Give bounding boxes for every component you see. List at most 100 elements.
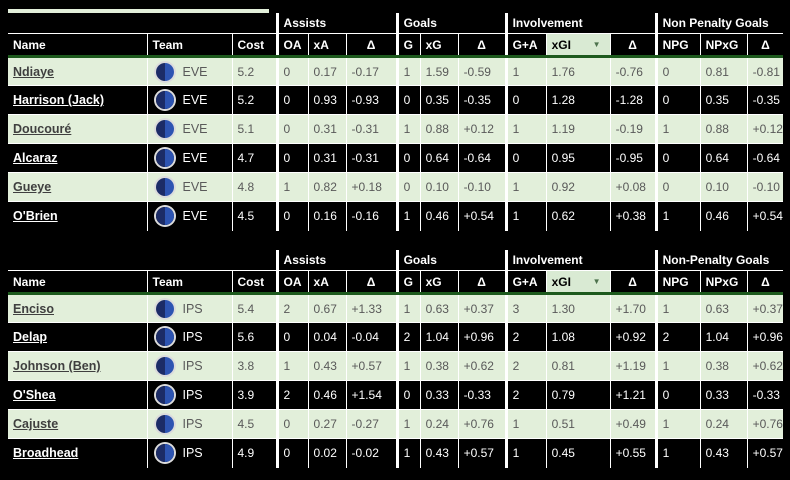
team-cell: EVE	[146, 201, 232, 231]
player-name-link[interactable]: Ndiaye	[13, 64, 54, 79]
column-header-label: xGI	[551, 274, 571, 289]
club-badge-icon	[155, 386, 174, 404]
stat-cell: +0.49	[609, 409, 657, 439]
team-abbreviation: EVE	[182, 151, 208, 165]
column-header: Δ	[609, 33, 657, 58]
column-header: xG	[419, 270, 459, 295]
stat-cell: 0.33	[699, 380, 748, 410]
stat-cell: +0.76	[457, 409, 507, 439]
sorted-column-header: xGI ▼	[547, 34, 610, 54]
name-cell: Enciso	[8, 293, 147, 323]
stat-cell: 0	[275, 143, 309, 173]
column-header: Δ	[457, 270, 507, 295]
team-abbreviation: IPS	[182, 359, 203, 373]
player-name-link[interactable]: Gueye	[13, 180, 52, 194]
table-row: Johnson (Ben) IPS 3.8 1 0.43 +0.57 1 0.38 +0.62 2…	[8, 351, 784, 381]
stat-cell: -0.33	[457, 380, 507, 410]
stat-cell: -0.16	[345, 201, 398, 231]
column-group-header: Non Penalty Goals	[654, 13, 784, 34]
stat-cell: 0.27	[307, 409, 347, 439]
stat-cell: -0.64	[746, 143, 784, 173]
sort-dropdown-icon[interactable]: ▼	[592, 39, 601, 49]
cost-cell: 5.6	[231, 322, 278, 352]
table-row: Alcaraz EVE 4.7 0 0.31 -0.31 0 0.64 -0.64 0 0.95 -0…	[8, 143, 784, 173]
column-header: G+A	[504, 270, 547, 295]
stat-cell: 3	[504, 293, 547, 323]
table-row: Gueye EVE 4.8 1 0.82 +0.18 0 0.10 -0.10 1 0.92 +0.0…	[8, 172, 784, 202]
player-name-link[interactable]: Cajuste	[13, 417, 59, 431]
team-cell: EVE	[146, 143, 232, 173]
stat-cell: -0.17	[345, 56, 398, 86]
sheet-row-sliver	[8, 9, 269, 13]
club-badge-icon	[155, 444, 174, 463]
stat-cell: 0.64	[419, 143, 459, 173]
player-name-link[interactable]: Alcaraz	[13, 151, 58, 165]
stat-cell: 1.19	[545, 114, 611, 144]
team-abbreviation: IPS	[182, 388, 203, 402]
team-abbreviation: EVE	[182, 122, 208, 136]
stat-cell: 1	[275, 172, 309, 202]
player-name-link[interactable]: O'Brien	[13, 209, 58, 224]
sort-dropdown-icon[interactable]: ▼	[592, 276, 601, 286]
player-name-link[interactable]: Enciso	[13, 301, 54, 316]
stat-cell: 0.63	[699, 293, 748, 323]
stat-cell: 1.76	[545, 56, 611, 86]
player-name-link[interactable]: Delap	[13, 330, 48, 344]
name-cell: O'Brien	[8, 202, 147, 231]
stat-cell: 1	[395, 114, 421, 144]
stat-cell: +0.12	[457, 114, 507, 144]
stat-cell: -0.95	[609, 143, 657, 173]
stat-cell: 0.62	[545, 201, 611, 231]
column-header: OA	[275, 33, 309, 58]
column-group-header: Assists	[275, 250, 398, 271]
stat-cell: 1	[395, 438, 421, 468]
stat-cell: 0.46	[419, 201, 459, 231]
stat-cell: +0.96	[457, 322, 507, 352]
team-cell: IPS	[146, 351, 232, 381]
player-name-link[interactable]: O'Shea	[13, 388, 56, 402]
stat-cell: 0.88	[699, 114, 748, 144]
column-group-header: Assists	[275, 13, 398, 34]
stat-cell: 2	[275, 293, 309, 323]
table-row: Broadhead IPS 4.9 0 0.02 -0.02 1 0.43 +0.57 1 0.45…	[8, 438, 784, 468]
team-cell: IPS	[146, 293, 232, 323]
column-group-header: Involvement	[504, 250, 657, 271]
name-cell: O'Shea	[8, 380, 147, 410]
stat-cell: +0.38	[609, 201, 657, 231]
column-header: Δ	[609, 270, 657, 295]
team-wrap: EVE	[153, 91, 232, 109]
player-name-link[interactable]: Broadhead	[13, 446, 79, 461]
name-cell: Cajuste	[8, 409, 147, 439]
stat-cell: +0.37	[746, 293, 784, 323]
stat-cell: -0.93	[345, 85, 398, 115]
stat-cell: 1	[275, 351, 309, 381]
team-cell: IPS	[146, 380, 232, 410]
stat-cell: 1.59	[419, 56, 459, 86]
stat-cell: -0.59	[457, 56, 507, 86]
stat-cell: -0.10	[457, 172, 507, 202]
team-wrap: IPS	[153, 386, 232, 404]
cost-cell: 4.9	[231, 438, 278, 468]
stat-cell: +0.08	[609, 172, 657, 202]
player-name-link[interactable]: Harrison (Jack)	[13, 93, 105, 107]
stat-cell: 0	[275, 409, 309, 439]
column-header-label: xGI	[551, 37, 571, 52]
stat-cell: -0.35	[457, 85, 507, 115]
stat-cell: 0.33	[419, 380, 459, 410]
team-wrap: EVE	[153, 149, 232, 167]
player-name-link[interactable]: Doucouré	[13, 122, 72, 136]
stat-cell: 1.04	[699, 322, 748, 352]
table-row: Enciso IPS 5.4 2 0.67 +1.33 1 0.63 +0.37 3 1.30 +1.…	[8, 293, 784, 323]
stat-cell: 0	[654, 56, 701, 86]
column-header-xgi-sort[interactable]: xGI ▼	[545, 270, 611, 295]
stat-cell: -0.10	[746, 172, 784, 202]
column-header-xgi-sort[interactable]: xGI ▼	[545, 33, 611, 58]
cost-cell: 4.5	[231, 409, 278, 439]
name-cell: Johnson (Ben)	[8, 351, 147, 381]
column-group-header: Non-Penalty Goals	[654, 250, 784, 271]
name-cell: Harrison (Jack)	[8, 85, 147, 115]
stat-cell: +0.92	[609, 322, 657, 352]
player-name-link[interactable]: Johnson (Ben)	[13, 359, 101, 373]
